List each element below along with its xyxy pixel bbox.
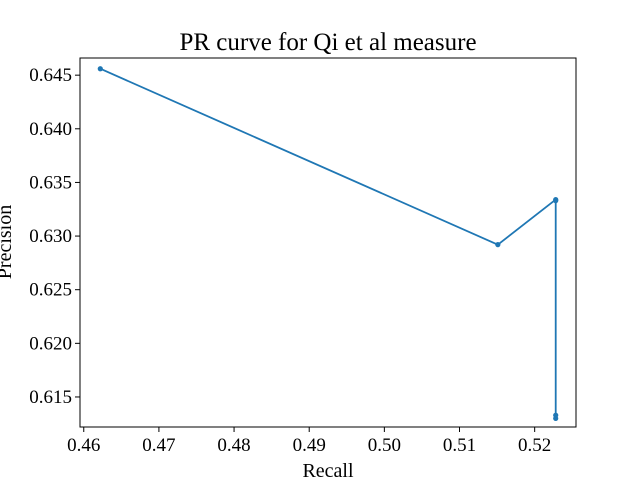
- y-tick-label: 0.635: [29, 172, 72, 193]
- chart-title: PR curve for Qi et al measure: [179, 29, 476, 56]
- x-tick-label: 0.46: [67, 435, 100, 456]
- x-tick-label: 0.50: [368, 435, 401, 456]
- x-axis-label: Recall: [302, 460, 354, 480]
- y-tick-label: 0.645: [29, 65, 72, 86]
- y-tick-label: 0.615: [29, 387, 72, 408]
- plot-frame: [79, 57, 577, 428]
- data-point: [495, 242, 501, 248]
- x-tick-label: 0.49: [293, 435, 326, 456]
- x-tick-label: 0.47: [142, 435, 175, 456]
- y-tick-label: 0.630: [29, 226, 72, 247]
- data-point: [97, 66, 103, 72]
- y-tick-label: 0.640: [29, 119, 72, 140]
- y-tick-label: 0.620: [29, 333, 72, 354]
- series-line: [99, 67, 557, 419]
- y-tick-label: 0.625: [29, 280, 72, 301]
- data-point: [553, 198, 559, 204]
- y-axis-label: Precision: [0, 205, 16, 279]
- data-point: [553, 415, 559, 422]
- x-tick-label: 0.52: [518, 435, 551, 456]
- x-tick-label: 0.48: [217, 435, 250, 456]
- x-tick-label: 0.51: [443, 435, 476, 456]
